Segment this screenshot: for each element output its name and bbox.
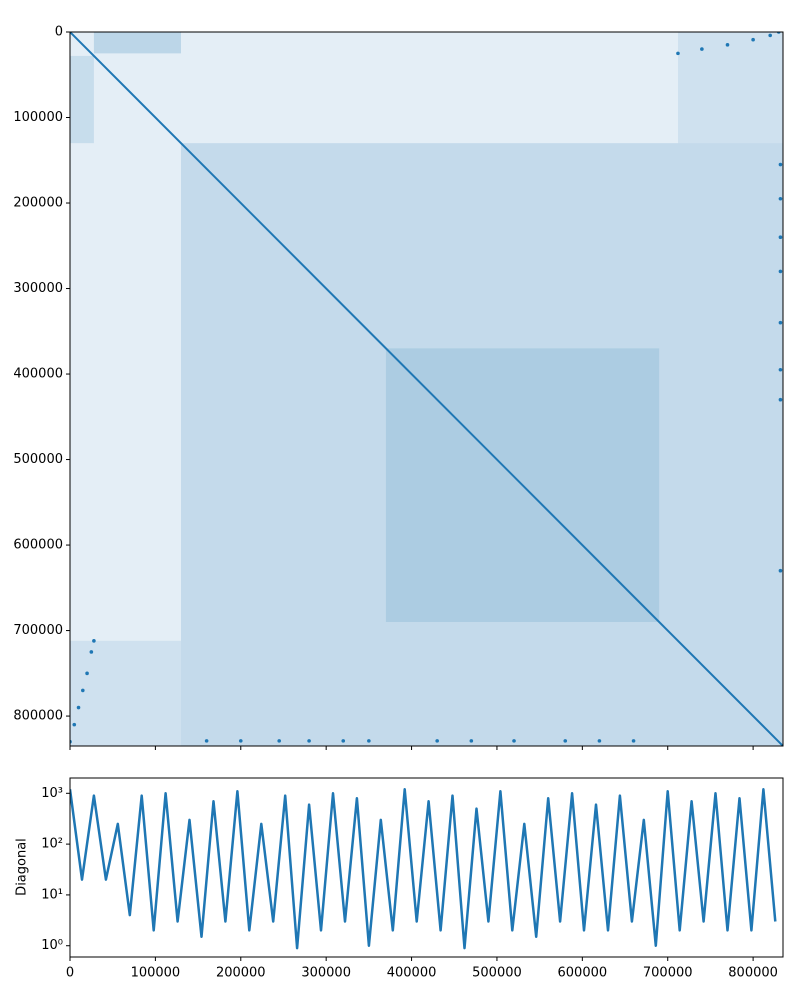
- point: [768, 33, 772, 38]
- point: [676, 51, 680, 56]
- point: [778, 367, 783, 372]
- y-tick-label: 10²: [41, 837, 63, 852]
- point: [85, 671, 89, 676]
- y-tick-label: 10³: [41, 786, 63, 801]
- x-tick-label: 500000: [472, 966, 522, 981]
- point: [435, 739, 439, 743]
- y-tick-label: 10¹: [41, 887, 63, 902]
- point: [778, 235, 783, 240]
- diagonal-series: [70, 788, 777, 950]
- y-tick-label: 700000: [13, 623, 63, 638]
- y-tick-label: 600000: [13, 538, 63, 553]
- y-tick-label: 800000: [13, 709, 63, 724]
- point: [512, 739, 516, 743]
- y-axis-label: Diagonal: [15, 838, 30, 896]
- y-tick-label: 200000: [13, 196, 63, 211]
- y-tick-label: 100000: [13, 110, 63, 125]
- point: [307, 739, 311, 743]
- point: [76, 705, 81, 710]
- point: [341, 739, 346, 743]
- point: [778, 397, 783, 402]
- point: [631, 739, 636, 743]
- point: [751, 37, 755, 42]
- point: [238, 739, 243, 743]
- point: [778, 162, 783, 167]
- y-tick-label: 400000: [13, 367, 63, 382]
- x-tick-label: 300000: [301, 966, 351, 981]
- point: [778, 269, 783, 274]
- density-block: [70, 55, 94, 144]
- point: [81, 688, 85, 693]
- y-tick-label: 0: [55, 25, 63, 40]
- x-tick-label: 600000: [558, 966, 608, 981]
- x-tick-label: 100000: [131, 966, 181, 981]
- y-tick-label: 500000: [13, 452, 63, 467]
- plot-area: [70, 788, 777, 950]
- density-block: [677, 32, 783, 144]
- point: [204, 739, 209, 743]
- x-tick-label: 200000: [216, 966, 266, 981]
- axes-frame: [69, 31, 784, 747]
- point: [89, 650, 94, 654]
- density-block: [93, 32, 182, 54]
- x-tick-label: 0: [66, 966, 74, 981]
- point: [778, 320, 783, 325]
- diagonal-line: [70, 32, 783, 746]
- point: [778, 568, 783, 573]
- y-tick-label: 300000: [13, 281, 63, 296]
- x-tick-label: 800000: [728, 966, 778, 981]
- point: [367, 739, 371, 743]
- x-tick-label: 700000: [643, 966, 693, 981]
- density-block: [70, 640, 182, 746]
- point: [92, 639, 96, 643]
- point: [563, 739, 568, 743]
- point: [277, 739, 282, 743]
- point: [700, 47, 704, 51]
- point: [597, 739, 602, 743]
- point: [469, 739, 474, 743]
- plot-area: [70, 32, 783, 746]
- point: [72, 722, 77, 727]
- point: [725, 43, 730, 47]
- x-tick-label: 400000: [387, 966, 437, 981]
- axes-frame: [69, 777, 784, 958]
- y-tick-label: 10⁰: [41, 938, 63, 953]
- point: [778, 196, 783, 201]
